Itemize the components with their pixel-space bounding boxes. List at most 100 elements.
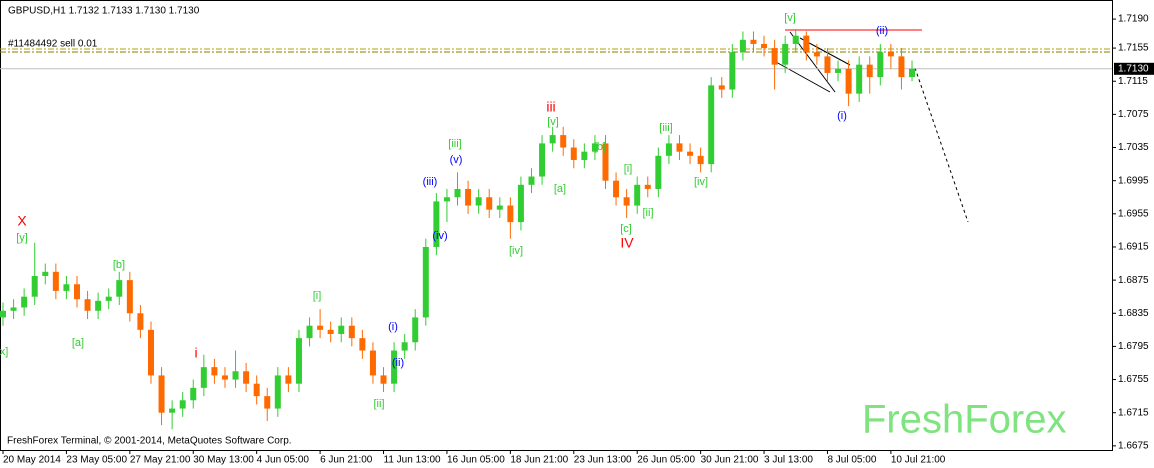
order-label: #11484492 sell 0.01 — [8, 39, 98, 50]
wave-label: (v) — [450, 154, 463, 166]
candle-body — [137, 313, 144, 330]
candle-body — [792, 35, 799, 44]
candle-body — [718, 85, 725, 90]
x-tick-label: 16 Jun 05:00 — [447, 455, 505, 466]
candle-body — [634, 184, 641, 206]
candle-body — [359, 338, 366, 351]
candle-body — [687, 151, 694, 156]
candle-body — [835, 68, 842, 73]
candle-body — [116, 280, 123, 297]
candle-body — [887, 52, 894, 57]
candle-body — [348, 325, 355, 339]
candle-body — [623, 197, 630, 206]
watermark: FreshForex — [862, 398, 1067, 442]
candle-body — [31, 275, 38, 297]
candle-body — [190, 387, 197, 401]
candle-body — [898, 56, 905, 78]
wave-label: (iii) — [423, 176, 438, 188]
candle-body — [782, 43, 789, 65]
candle-body — [95, 300, 102, 311]
wave-label: [v] — [784, 12, 796, 24]
y-tick-label: 1.6675 — [1118, 440, 1149, 451]
candle-body — [0, 310, 6, 318]
y-tick-label: 1.7035 — [1118, 142, 1149, 153]
wave-label: [b] — [594, 141, 606, 153]
x-tick-label: 6 Jun 21:00 — [320, 455, 373, 466]
candle-body — [10, 307, 17, 311]
candle-body — [200, 367, 207, 388]
candle-body — [338, 325, 345, 334]
x-tick-label: 3 Jul 13:00 — [764, 455, 813, 466]
wave-label: X — [17, 213, 27, 229]
x-tick-label: 23 Jun 13:00 — [574, 455, 632, 466]
candle-body — [877, 52, 884, 78]
x-tick-label: 23 May 05:00 — [66, 455, 127, 466]
candle-body — [52, 271, 59, 291]
candle-body — [676, 143, 683, 152]
y-tick-label: 1.6915 — [1118, 242, 1149, 253]
candle-body — [803, 35, 810, 53]
x-tick-label: 30 Jun 21:00 — [701, 455, 759, 466]
candle-body — [412, 317, 419, 343]
candle-body — [581, 151, 588, 160]
wave-label: [y] — [16, 232, 28, 244]
candle-body — [221, 375, 228, 380]
wave-label: x] — [0, 346, 8, 358]
wave-label: [b] — [113, 259, 125, 271]
candle-body — [422, 246, 429, 318]
candle-body — [454, 188, 461, 198]
y-tick-label: 1.6995 — [1118, 175, 1149, 186]
x-tick-label: 10 Jul 21:00 — [891, 455, 946, 466]
candle-body — [824, 56, 831, 73]
candle-body — [285, 375, 292, 384]
candle-body — [232, 371, 239, 380]
candle-body — [528, 176, 535, 185]
wave-label: (i) — [837, 110, 847, 122]
wave-label: [i] — [313, 290, 322, 302]
y-tick-label: 1.7190 — [1118, 14, 1149, 25]
candle-body — [243, 371, 250, 384]
wave-label: iii — [546, 99, 555, 115]
wave-label: IV — [620, 235, 634, 251]
candle-body — [465, 188, 472, 206]
wave-label: [ii] — [374, 398, 385, 410]
y-tick-label: 1.6715 — [1118, 407, 1149, 418]
x-tick-label: 27 May 21:00 — [130, 455, 191, 466]
candle-body — [433, 201, 440, 247]
candle-body — [253, 383, 260, 397]
y-tick-label: 1.6955 — [1118, 208, 1149, 219]
candle-body — [369, 350, 376, 376]
candle-body — [475, 197, 482, 206]
candle-body — [443, 197, 450, 202]
candle-body — [21, 296, 28, 308]
candle-body — [517, 184, 524, 223]
candle-body — [570, 147, 577, 160]
y-tick-label: 1.7075 — [1118, 109, 1149, 120]
wave-label: [iv] — [509, 245, 523, 257]
candle-body — [126, 280, 133, 314]
x-tick-label: 8 Jul 05:00 — [827, 455, 876, 466]
candle-body — [750, 39, 757, 44]
bid-box — [1114, 62, 1154, 75]
wave-label: [i] — [624, 163, 633, 175]
x-tick-label: 30 May 13:00 — [193, 455, 254, 466]
y-tick-label: 1.6835 — [1118, 308, 1149, 319]
wave-label: [a] — [72, 337, 84, 349]
candle-body — [866, 64, 873, 78]
candle-body — [105, 296, 112, 301]
candle-body — [845, 68, 852, 94]
x-tick-label: 18 Jun 21:00 — [510, 455, 568, 466]
candle-body — [486, 197, 493, 210]
candle-body — [761, 43, 768, 49]
candle-body — [179, 400, 186, 409]
candle-body — [158, 375, 165, 413]
candle-body — [539, 143, 546, 177]
candle-body — [211, 367, 218, 376]
candle-body — [602, 143, 609, 181]
candle-body — [42, 271, 49, 276]
candle-body — [549, 135, 556, 144]
chart-title: GBPUSD,H1 1.7132 1.7133 1.7130 1.7130 — [8, 6, 200, 17]
wave-label: [iii] — [448, 138, 461, 150]
x-tick-label: 20 May 2014 — [3, 455, 61, 466]
